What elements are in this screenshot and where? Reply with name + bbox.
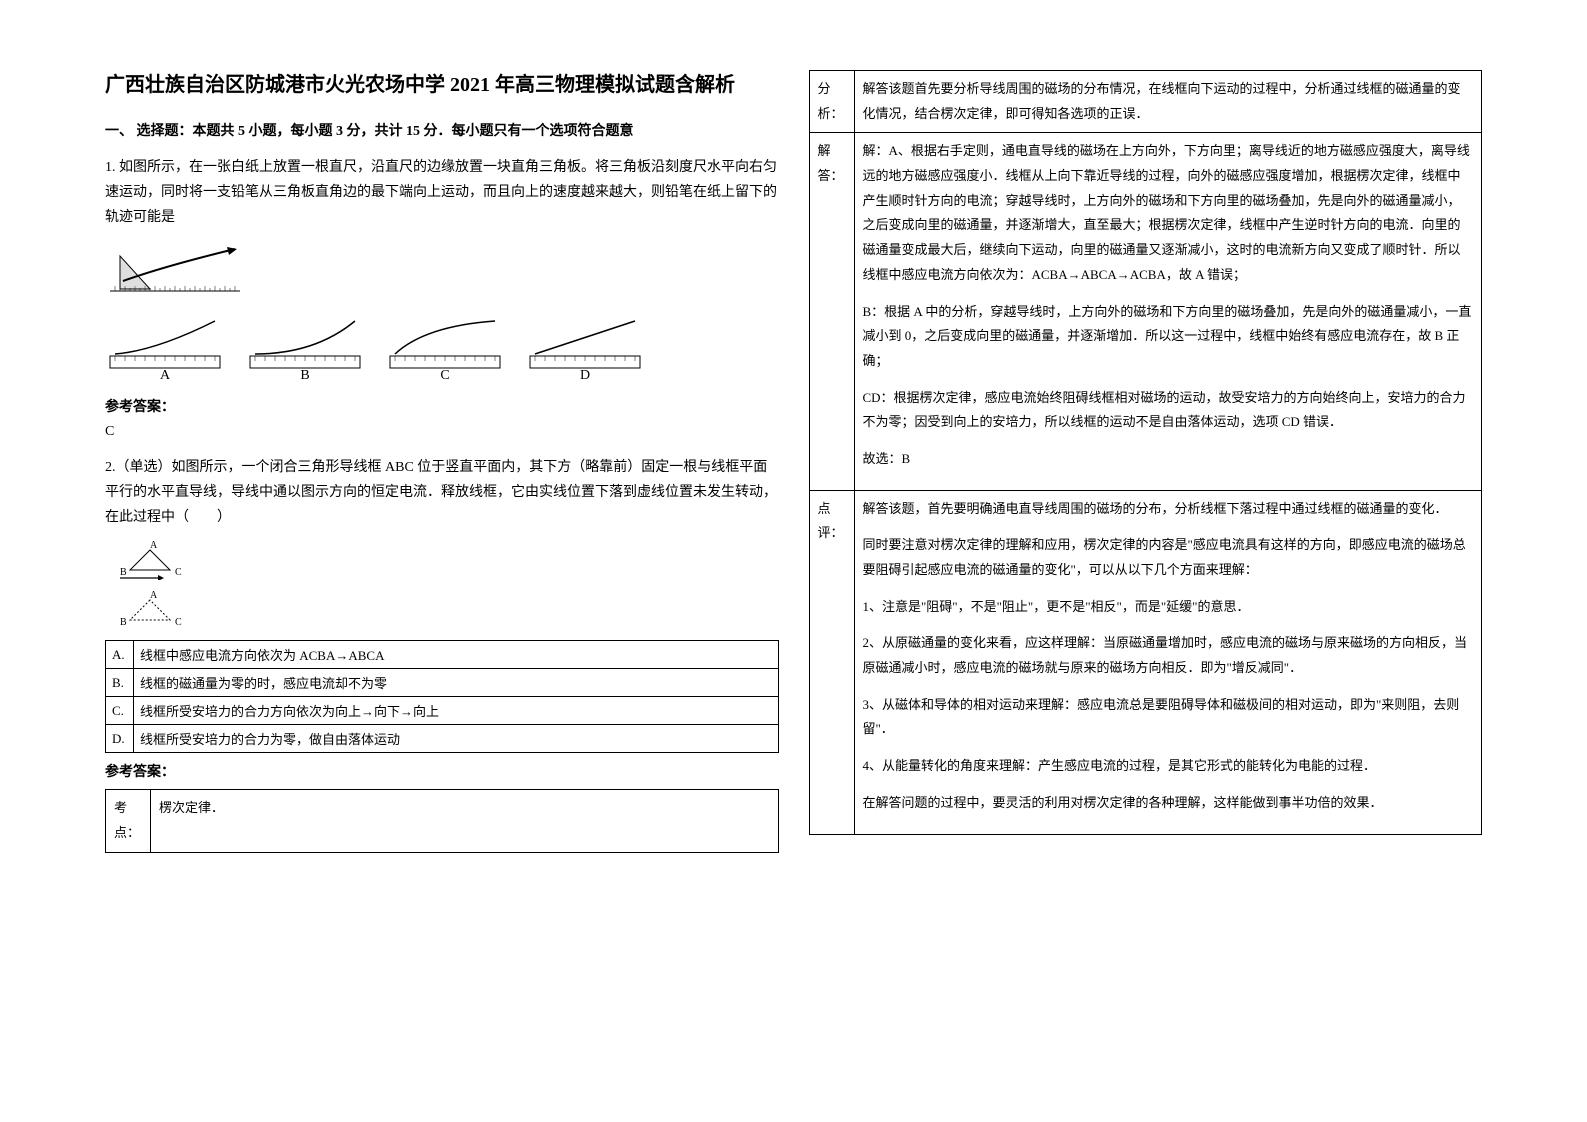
- dianping-text: 解答该题，首先要明确通电直导线周围的磁场的分布，分析线框下落过程中通过线框的磁通…: [854, 490, 1482, 834]
- dianping-para-7: 在解答问题的过程中，要灵活的利用对楞次定律的各种理解，这样能做到事半功倍的效果．: [863, 791, 1474, 816]
- kaodian-label: 考点：: [106, 790, 151, 852]
- svg-text:A: A: [160, 368, 171, 381]
- q1-answer-label: 参考答案：: [105, 396, 779, 416]
- jieda-text: 解：A、根据右手定则，通电直导线的磁场在上方向外，下方向里；离导线近的地方磁感应…: [854, 133, 1482, 490]
- table-row: D. 线框所受安培力的合力为零，做自由落体运动: [106, 725, 779, 753]
- q1-answer: C: [105, 424, 779, 440]
- q1-figure-a: A: [105, 316, 225, 386]
- svg-text:A: A: [150, 540, 158, 551]
- svg-text:B: B: [300, 368, 309, 381]
- dianping-para-5: 3、从磁体和导体的相对运动来理解：感应电流总是要阻碍导体和磁极间的相对运动，即为…: [863, 693, 1474, 742]
- svg-text:C: C: [175, 617, 182, 628]
- svg-text:D: D: [580, 368, 590, 381]
- table-row: C. 线框所受安培力的合力方向依次为向上→向下→向上: [106, 697, 779, 725]
- svg-text:C: C: [440, 368, 449, 381]
- q2-figure-dashed: A B C: [120, 590, 779, 635]
- kaodian-text: 楞次定律．: [151, 790, 779, 852]
- table-row: 点评： 解答该题，首先要明确通电直导线周围的磁场的分布，分析线框下落过程中通过线…: [809, 490, 1482, 834]
- q2-figure-solid: A B C: [120, 540, 779, 585]
- jieda-para-4: 故选：B: [863, 447, 1474, 472]
- table-row: 分析： 解答该题首先要分析导线周围的磁场的分布情况，在线框向下运动的过程中，分析…: [809, 71, 1482, 133]
- left-column: 广西壮族自治区防城港市火光农场中学 2021 年高三物理模拟试题含解析 一、 选…: [90, 70, 794, 1052]
- option-key: C.: [106, 697, 134, 725]
- dianping-para-3: 1、注意是"阻碍"，不是"阻止"，更不是"相反"，而是"延缓"的意思．: [863, 595, 1474, 620]
- dianping-para-4: 2、从原磁通量的变化来看，应这样理解：当原磁通量增加时，感应电流的磁场与原来磁场…: [863, 631, 1474, 680]
- svg-text:B: B: [120, 617, 127, 628]
- q2-answer-label: 参考答案：: [105, 761, 779, 781]
- jieda-label: 解答：: [809, 133, 854, 490]
- dianping-para-1: 解答该题，首先要明确通电直导线周围的磁场的分布，分析线框下落过程中通过线框的磁通…: [863, 497, 1474, 522]
- option-text: 线框的磁通量为零的时，感应电流却不为零: [134, 669, 779, 697]
- q2-options-table: A. 线框中感应电流方向依次为 ACBA→ABCA B. 线框的磁通量为零的时，…: [105, 640, 779, 753]
- question-1-text: 1. 如图所示，在一张白纸上放置一根直尺，沿直尺的边缘放置一块直角三角板。将三角…: [105, 155, 779, 231]
- svg-text:A: A: [150, 590, 158, 601]
- q1-options-figures: A B: [105, 316, 779, 386]
- q1-figure-b: B: [245, 316, 365, 386]
- option-key: A.: [106, 641, 134, 669]
- option-key: B.: [106, 669, 134, 697]
- question-2-text: 2.（单选）如图所示，一个闭合三角形导线框 ABC 位于竖直平面内，其下方（略靠…: [105, 455, 779, 531]
- table-row: A. 线框中感应电流方向依次为 ACBA→ABCA: [106, 641, 779, 669]
- fenxi-label: 分析：: [809, 71, 854, 133]
- q1-figure-d: D: [525, 316, 645, 386]
- table-row: 考点： 楞次定律．: [106, 790, 779, 852]
- jieda-para-1: 解：A、根据右手定则，通电直导线的磁场在上方向外，下方向里；离导线近的地方磁感应…: [863, 139, 1474, 287]
- analysis-table: 分析： 解答该题首先要分析导线周围的磁场的分布情况，在线框向下运动的过程中，分析…: [809, 70, 1483, 835]
- page-title: 广西壮族自治区防城港市火光农场中学 2021 年高三物理模拟试题含解析: [105, 70, 779, 100]
- option-text: 线框中感应电流方向依次为 ACBA→ABCA: [134, 641, 779, 669]
- kaodian-table: 考点： 楞次定律．: [105, 789, 779, 852]
- dianping-para-2: 同时要注意对楞次定律的理解和应用，楞次定律的内容是"感应电流具有这样的方向，即感…: [863, 533, 1474, 582]
- q1-triangle-figure: [105, 241, 779, 306]
- option-text: 线框所受安培力的合力方向依次为向上→向下→向上: [134, 697, 779, 725]
- option-key: D.: [106, 725, 134, 753]
- option-text: 线框所受安培力的合力为零，做自由落体运动: [134, 725, 779, 753]
- table-row: B. 线框的磁通量为零的时，感应电流却不为零: [106, 669, 779, 697]
- svg-text:C: C: [175, 567, 182, 578]
- table-row: 解答： 解：A、根据右手定则，通电直导线的磁场在上方向外，下方向里；离导线近的地…: [809, 133, 1482, 490]
- svg-text:B: B: [120, 567, 127, 578]
- dianping-para-6: 4、从能量转化的角度来理解：产生感应电流的过程，是其它形式的能转化为电能的过程．: [863, 754, 1474, 779]
- q1-figure-c: C: [385, 316, 505, 386]
- dianping-label: 点评：: [809, 490, 854, 834]
- right-column: 分析： 解答该题首先要分析导线周围的磁场的分布情况，在线框向下运动的过程中，分析…: [794, 70, 1498, 1052]
- jieda-para-2: B：根据 A 中的分析，穿越导线时，上方向外的磁场和下方向里的磁场叠加，先是向外…: [863, 300, 1474, 374]
- fenxi-text: 解答该题首先要分析导线周围的磁场的分布情况，在线框向下运动的过程中，分析通过线框…: [854, 71, 1482, 133]
- section-title: 一、 选择题：本题共 5 小题，每小题 3 分，共计 15 分．每小题只有一个选…: [105, 120, 779, 140]
- jieda-para-3: CD：根据楞次定律，感应电流始终阻碍线框相对磁场的运动，故受安培力的方向始终向上…: [863, 386, 1474, 435]
